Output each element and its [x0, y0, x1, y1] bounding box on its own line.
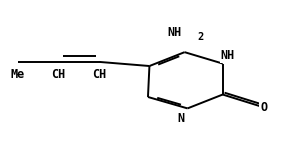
Text: CH: CH	[93, 68, 107, 81]
Text: Me: Me	[11, 68, 25, 81]
Text: NH: NH	[221, 49, 235, 62]
Text: NH: NH	[167, 26, 181, 39]
Text: CH: CH	[52, 68, 66, 81]
Text: 2: 2	[197, 32, 204, 42]
Text: O: O	[260, 101, 267, 114]
Text: N: N	[178, 112, 185, 126]
